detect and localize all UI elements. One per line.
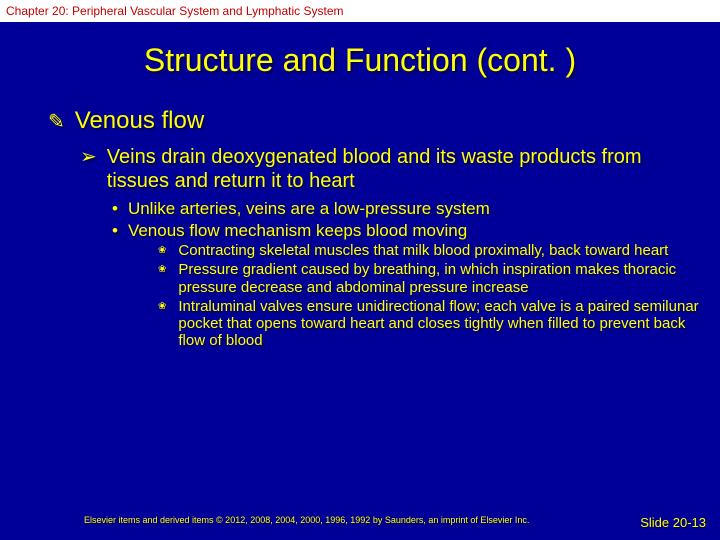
level3-text: Unlike arteries, veins are a low-pressur… [128, 199, 490, 219]
content-area: ✎ Venous flow ➢ Veins drain deoxygenated … [0, 107, 720, 350]
level2-text: Veins drain deoxygenated blood and its w… [107, 145, 700, 193]
level2-item: ➢ Veins drain deoxygenated blood and its… [80, 145, 700, 193]
level3-item: • Venous flow mechanism keeps blood movi… [112, 221, 700, 241]
copyright-text: Elsevier items and derived items © 2012,… [14, 515, 529, 530]
dot-bullet-icon: • [112, 221, 118, 241]
level3-item: • Unlike arteries, veins are a low-press… [112, 199, 700, 219]
level4-text: Contracting skeletal muscles that milk b… [178, 242, 668, 259]
level1-item: ✎ Venous flow [48, 107, 700, 135]
arrow-bullet-icon: ➢ [80, 145, 97, 193]
slide-number: Slide 20-13 [640, 515, 706, 530]
dot-bullet-icon: • [112, 199, 118, 219]
flower-bullet-icon: ❀ [158, 264, 166, 296]
slide-title: Structure and Function (cont. ) [0, 42, 720, 79]
level4-item: ❀ Intraluminal valves ensure unidirectio… [158, 298, 700, 350]
footer: Elsevier items and derived items © 2012,… [0, 515, 720, 530]
level1-text: Venous flow [75, 107, 204, 134]
flower-bullet-icon: ❀ [158, 301, 166, 350]
level4-item: ❀ Contracting skeletal muscles that milk… [158, 242, 700, 259]
slide: Chapter 20: Peripheral Vascular System a… [0, 0, 720, 540]
chapter-header: Chapter 20: Peripheral Vascular System a… [0, 0, 720, 22]
level4-text: Intraluminal valves ensure unidirectiona… [178, 298, 700, 350]
level4-text: Pressure gradient caused by breathing, i… [178, 261, 700, 296]
slide-body: Structure and Function (cont. ) ✎ Venous … [0, 22, 720, 540]
scribble-bullet-icon: ✎ [48, 109, 65, 134]
level3-text: Venous flow mechanism keeps blood moving [128, 221, 467, 241]
level4-item: ❀ Pressure gradient caused by breathing,… [158, 261, 700, 296]
flower-bullet-icon: ❀ [158, 245, 166, 259]
